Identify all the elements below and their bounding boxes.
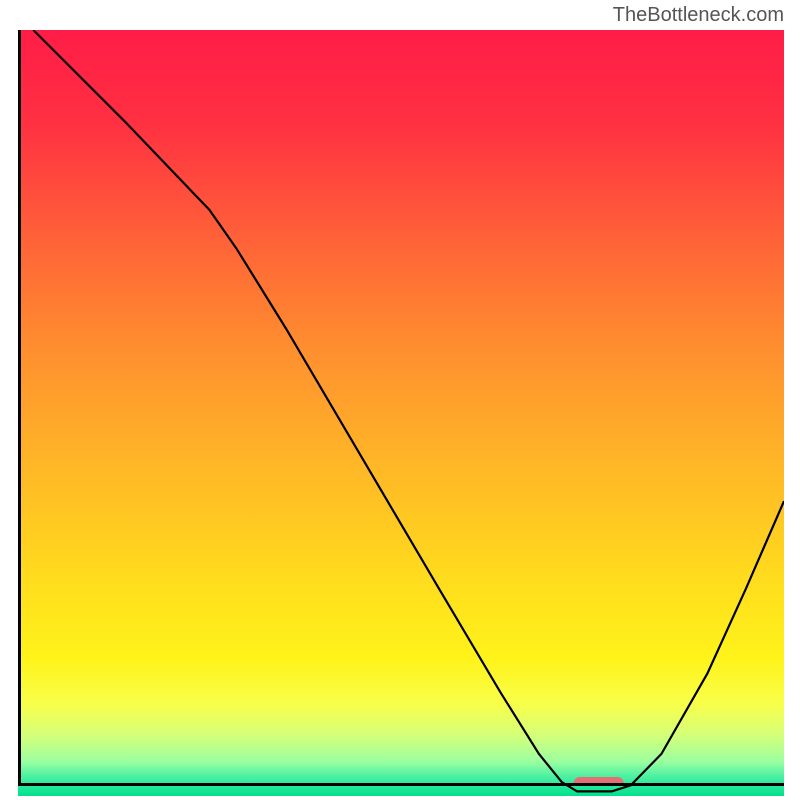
watermark-text: TheBottleneck.com bbox=[613, 4, 784, 27]
optimum-marker bbox=[18, 30, 784, 786]
bottleneck-chart bbox=[18, 30, 784, 786]
